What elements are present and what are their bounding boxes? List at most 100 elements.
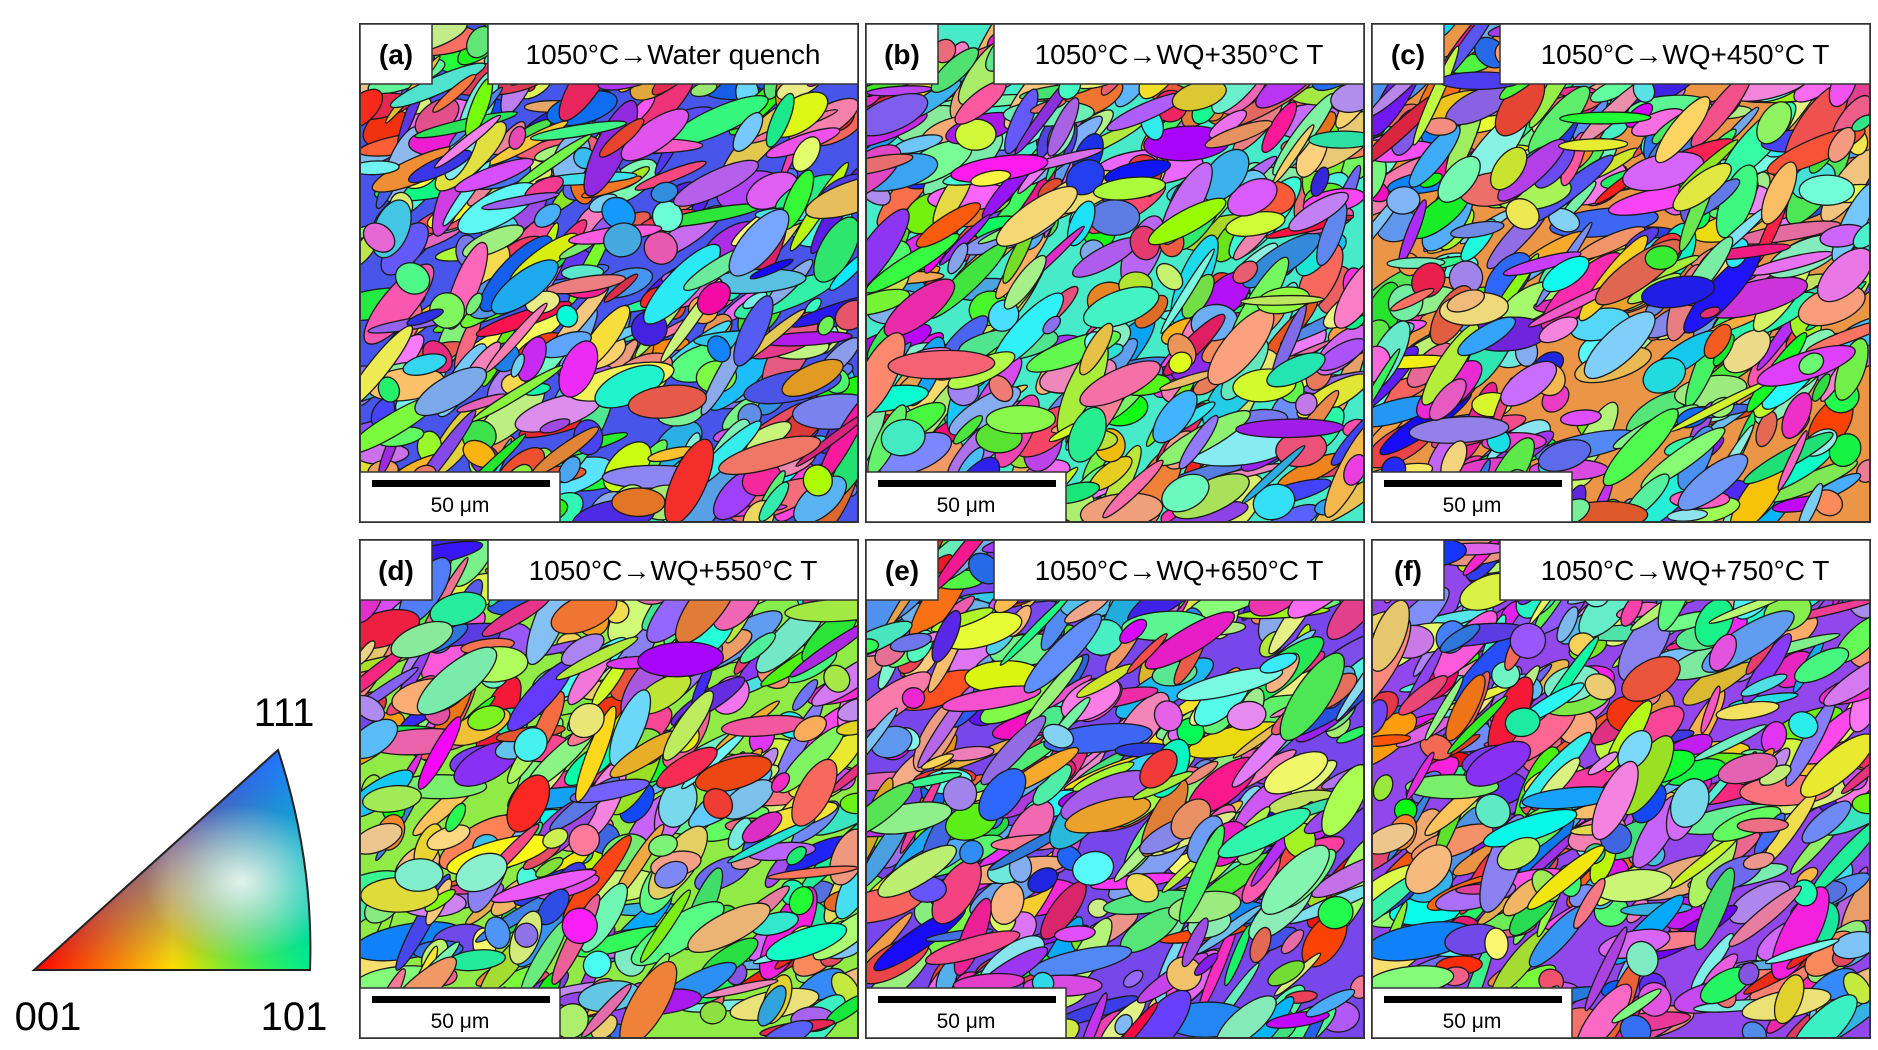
grain (1621, 655, 1681, 702)
grain (786, 845, 807, 866)
grain (637, 641, 724, 678)
panel-label: (c) (1391, 39, 1425, 70)
label-box (1371, 539, 1445, 601)
panel-label: (b) (884, 39, 920, 70)
panel-title: 1050°C→WQ+650°C T (1035, 555, 1324, 586)
grain (1738, 962, 1760, 986)
grain (959, 839, 984, 865)
grain (1800, 733, 1870, 798)
title-box (993, 23, 1365, 85)
grain (1672, 162, 1732, 212)
grain (758, 481, 790, 522)
grain (619, 960, 678, 1038)
grain (1465, 740, 1532, 787)
grain (1489, 146, 1528, 191)
grain (568, 823, 601, 857)
grain (1267, 960, 1305, 987)
grain (795, 408, 858, 467)
grain (866, 332, 906, 421)
grain (1042, 723, 1075, 749)
grain (1445, 674, 1486, 742)
grain (1372, 774, 1394, 802)
grain (1280, 929, 1305, 955)
grain (1204, 119, 1273, 149)
grain (362, 222, 396, 253)
grain (930, 47, 980, 93)
grain (805, 172, 858, 220)
grain (1232, 260, 1259, 285)
grain (1321, 764, 1364, 837)
grain (1227, 177, 1278, 217)
grain (1474, 793, 1511, 829)
grain (1249, 926, 1272, 964)
grain (467, 705, 506, 731)
grain (1852, 220, 1870, 249)
grain (1777, 430, 1808, 491)
grain (1798, 352, 1825, 375)
grain (1161, 473, 1210, 513)
grain (1728, 885, 1802, 947)
grain (889, 632, 933, 653)
grain (1781, 392, 1813, 439)
ebsd-panel: (c) 1050°C→WQ+450°C T 50 μm (1371, 23, 1871, 523)
grain (788, 886, 814, 916)
grain (702, 978, 779, 999)
grain (1439, 623, 1481, 653)
grain (1200, 148, 1250, 203)
grain (1390, 287, 1435, 312)
grain (877, 844, 958, 898)
grain (687, 902, 771, 954)
grain (390, 620, 454, 659)
grain (866, 208, 910, 297)
grain (1064, 796, 1152, 834)
grain (1840, 751, 1870, 795)
ebsd-map (1372, 540, 1870, 1038)
grain (426, 824, 471, 851)
grain (791, 393, 858, 430)
grain (732, 111, 764, 153)
grain (1584, 673, 1617, 701)
grain (793, 715, 827, 743)
grain (434, 114, 502, 169)
grain (728, 208, 790, 277)
grain (360, 822, 403, 855)
grain (1642, 357, 1687, 394)
grain (980, 715, 1047, 786)
grain (445, 802, 467, 833)
grain (770, 772, 791, 793)
grain (1424, 676, 1464, 741)
grain (642, 243, 722, 325)
grain (813, 216, 858, 283)
panel-label: (e) (885, 555, 919, 586)
grain (389, 62, 487, 109)
grain (1790, 994, 1858, 1038)
grain (1641, 275, 1716, 309)
label-box (359, 539, 433, 601)
grain (1527, 845, 1605, 911)
grain (506, 774, 551, 833)
grain (568, 702, 605, 739)
grain (938, 213, 991, 266)
grain (1178, 414, 1219, 470)
grain (1573, 877, 1606, 930)
grain (1447, 695, 1508, 755)
grain (561, 907, 598, 945)
grain (1500, 360, 1558, 407)
grain (484, 916, 511, 950)
legend-label: 111 (254, 691, 315, 735)
grain (1496, 836, 1541, 871)
ebsd-panel: (d) 1050°C→WQ+550°C T 50 μm (359, 539, 859, 1039)
ebsd-map (866, 24, 1364, 522)
grain (542, 827, 569, 849)
grain (823, 664, 851, 693)
panel-title: 1050°C→WQ+550°C T (529, 555, 818, 586)
grain (990, 881, 1025, 925)
grain (696, 281, 731, 316)
grain (529, 120, 628, 141)
grain (490, 868, 597, 904)
scale-bar (878, 996, 1056, 1003)
grain (394, 858, 444, 892)
grain (1122, 969, 1144, 988)
